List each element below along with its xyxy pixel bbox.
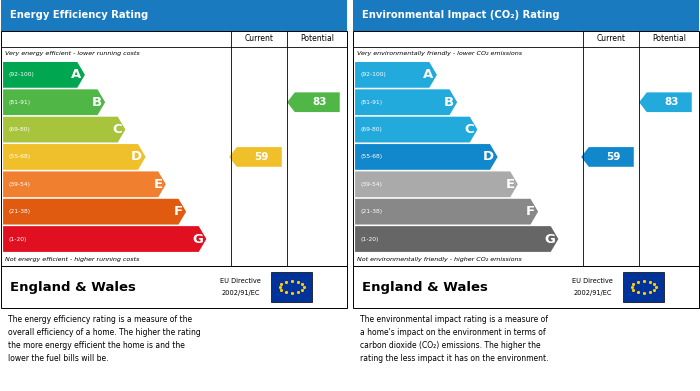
Text: G: G (544, 233, 555, 246)
Text: (21-38): (21-38) (360, 209, 382, 214)
Polygon shape (3, 171, 166, 197)
Text: Potential: Potential (300, 34, 334, 43)
Text: D: D (131, 151, 142, 163)
Text: (92-100): (92-100) (360, 72, 386, 77)
Text: EU Directive: EU Directive (572, 278, 612, 284)
Polygon shape (3, 144, 146, 170)
Text: Current: Current (597, 34, 626, 43)
Text: Energy Efficiency Rating: Energy Efficiency Rating (10, 10, 148, 20)
Text: C: C (464, 123, 474, 136)
Text: (69-80): (69-80) (8, 127, 30, 132)
Text: (1-20): (1-20) (8, 237, 27, 242)
Bar (271, 272, 312, 302)
Bar (1, 0, 347, 30)
Text: (39-54): (39-54) (8, 182, 30, 187)
Text: 59: 59 (606, 152, 621, 162)
Text: (69-80): (69-80) (360, 127, 382, 132)
Text: G: G (192, 233, 203, 246)
Text: (81-91): (81-91) (8, 100, 30, 105)
Text: B: B (92, 96, 102, 109)
Text: 83: 83 (312, 97, 327, 107)
Polygon shape (3, 89, 105, 115)
Text: Current: Current (245, 34, 274, 43)
Text: Environmental Impact (CO₂) Rating: Environmental Impact (CO₂) Rating (362, 10, 559, 20)
Text: B: B (444, 96, 454, 109)
Polygon shape (355, 117, 477, 142)
Text: EU Directive: EU Directive (220, 278, 260, 284)
Polygon shape (355, 89, 457, 115)
Text: (81-91): (81-91) (360, 100, 382, 105)
Text: 59: 59 (254, 152, 269, 162)
Polygon shape (355, 226, 559, 252)
Text: Not energy efficient - higher running costs: Not energy efficient - higher running co… (5, 257, 140, 262)
Text: E: E (505, 178, 514, 191)
Text: 83: 83 (664, 97, 679, 107)
Polygon shape (3, 199, 186, 224)
Text: Potential: Potential (652, 34, 686, 43)
Text: Not environmentally friendly - higher CO₂ emissions: Not environmentally friendly - higher CO… (357, 257, 522, 262)
Text: (1-20): (1-20) (360, 237, 379, 242)
Text: The energy efficiency rating is a measure of the
overall efficiency of a home. T: The energy efficiency rating is a measur… (8, 315, 201, 363)
Text: E: E (153, 178, 162, 191)
Text: Very energy efficient - lower running costs: Very energy efficient - lower running co… (5, 50, 140, 56)
Text: England & Wales: England & Wales (10, 280, 136, 294)
Text: (21-38): (21-38) (8, 209, 30, 214)
Text: (92-100): (92-100) (8, 72, 34, 77)
Polygon shape (229, 147, 282, 167)
Text: 2002/91/EC: 2002/91/EC (574, 290, 612, 296)
Polygon shape (355, 199, 538, 224)
Polygon shape (3, 62, 85, 88)
Polygon shape (355, 171, 518, 197)
Bar (623, 272, 664, 302)
Text: F: F (174, 205, 183, 218)
Text: (39-54): (39-54) (360, 182, 382, 187)
Polygon shape (581, 147, 634, 167)
Text: The environmental impact rating is a measure of
a home's impact on the environme: The environmental impact rating is a mea… (360, 315, 548, 363)
Polygon shape (3, 226, 206, 252)
Polygon shape (287, 92, 340, 112)
Text: C: C (112, 123, 122, 136)
Text: Very environmentally friendly - lower CO₂ emissions: Very environmentally friendly - lower CO… (357, 50, 522, 56)
Text: (55-68): (55-68) (8, 154, 30, 160)
Polygon shape (355, 144, 498, 170)
Text: F: F (526, 205, 535, 218)
Text: A: A (424, 68, 433, 81)
Bar (353, 30, 699, 266)
Text: (55-68): (55-68) (360, 154, 382, 160)
Text: England & Wales: England & Wales (362, 280, 487, 294)
Bar (1, 30, 347, 266)
Text: D: D (483, 151, 494, 163)
Polygon shape (355, 62, 437, 88)
Text: 2002/91/EC: 2002/91/EC (222, 290, 260, 296)
Bar (353, 0, 699, 30)
Text: A: A (71, 68, 81, 81)
Polygon shape (639, 92, 692, 112)
Polygon shape (3, 117, 125, 142)
